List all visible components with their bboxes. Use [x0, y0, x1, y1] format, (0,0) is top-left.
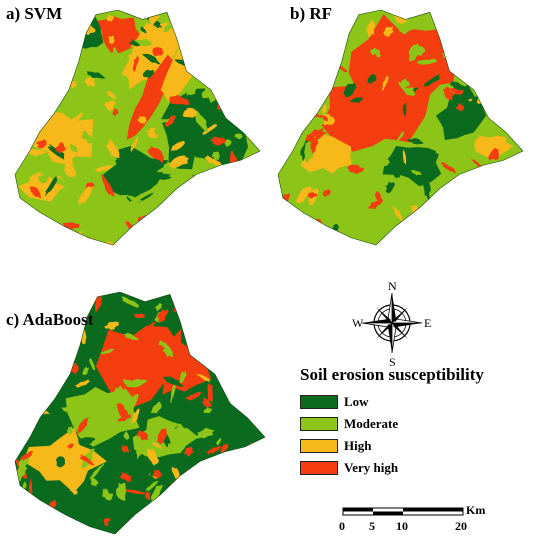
map-svm	[15, 10, 260, 245]
legend-item-low: Low	[300, 393, 369, 411]
compass-rose-icon	[361, 292, 423, 354]
compass-west-label: W	[352, 316, 364, 330]
scale-tick-10: 10	[396, 519, 408, 533]
panel-label-svm: a) SVM	[6, 4, 63, 23]
scale-unit: Km	[466, 503, 486, 517]
legend-label-moderate: Moderate	[344, 416, 399, 431]
legend-swatch-low	[300, 395, 338, 409]
legend-swatch-very-high	[300, 461, 338, 475]
legend-title: Soil erosion susceptibility	[300, 365, 484, 384]
compass-east-label: E	[424, 316, 432, 330]
legend-label-very-high: Very high	[344, 460, 399, 475]
legend-item-very-high: Very high	[300, 459, 398, 477]
scale-tick-0: 0	[339, 519, 345, 533]
scale-bar	[342, 507, 464, 516]
legend-label-low: Low	[344, 394, 369, 409]
panel-label-rf: b) RF	[290, 4, 333, 23]
legend-swatch-high	[300, 439, 338, 453]
panel-label-adaboost: c) AdaBoost	[6, 310, 94, 329]
scale-tick-20: 20	[455, 519, 467, 533]
legend-swatch-moderate	[300, 417, 338, 431]
legend-label-high: High	[344, 438, 372, 453]
scale-tick-5: 5	[369, 519, 375, 533]
map-rf	[278, 10, 523, 245]
legend-item-high: High	[300, 437, 371, 455]
legend-item-moderate: Moderate	[300, 415, 398, 433]
compass-north-label: N	[388, 279, 397, 293]
compass-south-label: S	[389, 355, 396, 369]
